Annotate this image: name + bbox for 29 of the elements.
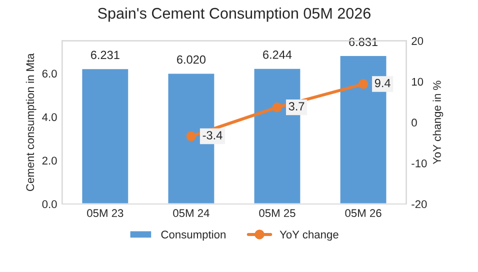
- x-tick-label: 05M 26: [345, 209, 382, 218]
- bar: [80, 68, 130, 204]
- data-label: -3.4: [202, 131, 222, 140]
- y2-tick-label: 20: [412, 37, 424, 45]
- y2-tick-label: 0: [412, 118, 417, 127]
- x-tick-label: 05M 24: [173, 209, 210, 218]
- y-axis-title: Cement consumption in Mta: [26, 53, 36, 191]
- data-label: 6.831: [349, 38, 378, 46]
- point: [186, 131, 196, 142]
- legend-label: Consumption: [161, 230, 226, 241]
- x-tick-label: 05M 23: [87, 209, 124, 218]
- point: [272, 102, 282, 112]
- y-tick-label: 6.0: [42, 70, 57, 78]
- data-label: 9.4: [374, 78, 390, 88]
- y-tick-label: 0.0: [42, 200, 57, 208]
- y-tick-label: 2.0: [42, 156, 57, 165]
- y2-tick-label: 10: [412, 78, 424, 86]
- point: [358, 79, 368, 89]
- chart-title: Spain's Cement Consumption 05M 2026: [98, 8, 370, 22]
- y2-tick-label: -20: [412, 200, 427, 208]
- y-tick-label: 4.0: [42, 113, 57, 122]
- y2-tick-label: -10: [412, 159, 427, 168]
- x-tick-label: 05M 25: [259, 209, 296, 218]
- legend-label: YoY change: [280, 230, 338, 241]
- data-label: 6.244: [263, 50, 292, 59]
- data-label: 6.231: [90, 50, 120, 60]
- data-label: 3.7: [288, 102, 304, 110]
- y2-axis-title: YoY change in %: [432, 80, 444, 164]
- data-label: 6.020: [177, 55, 206, 64]
